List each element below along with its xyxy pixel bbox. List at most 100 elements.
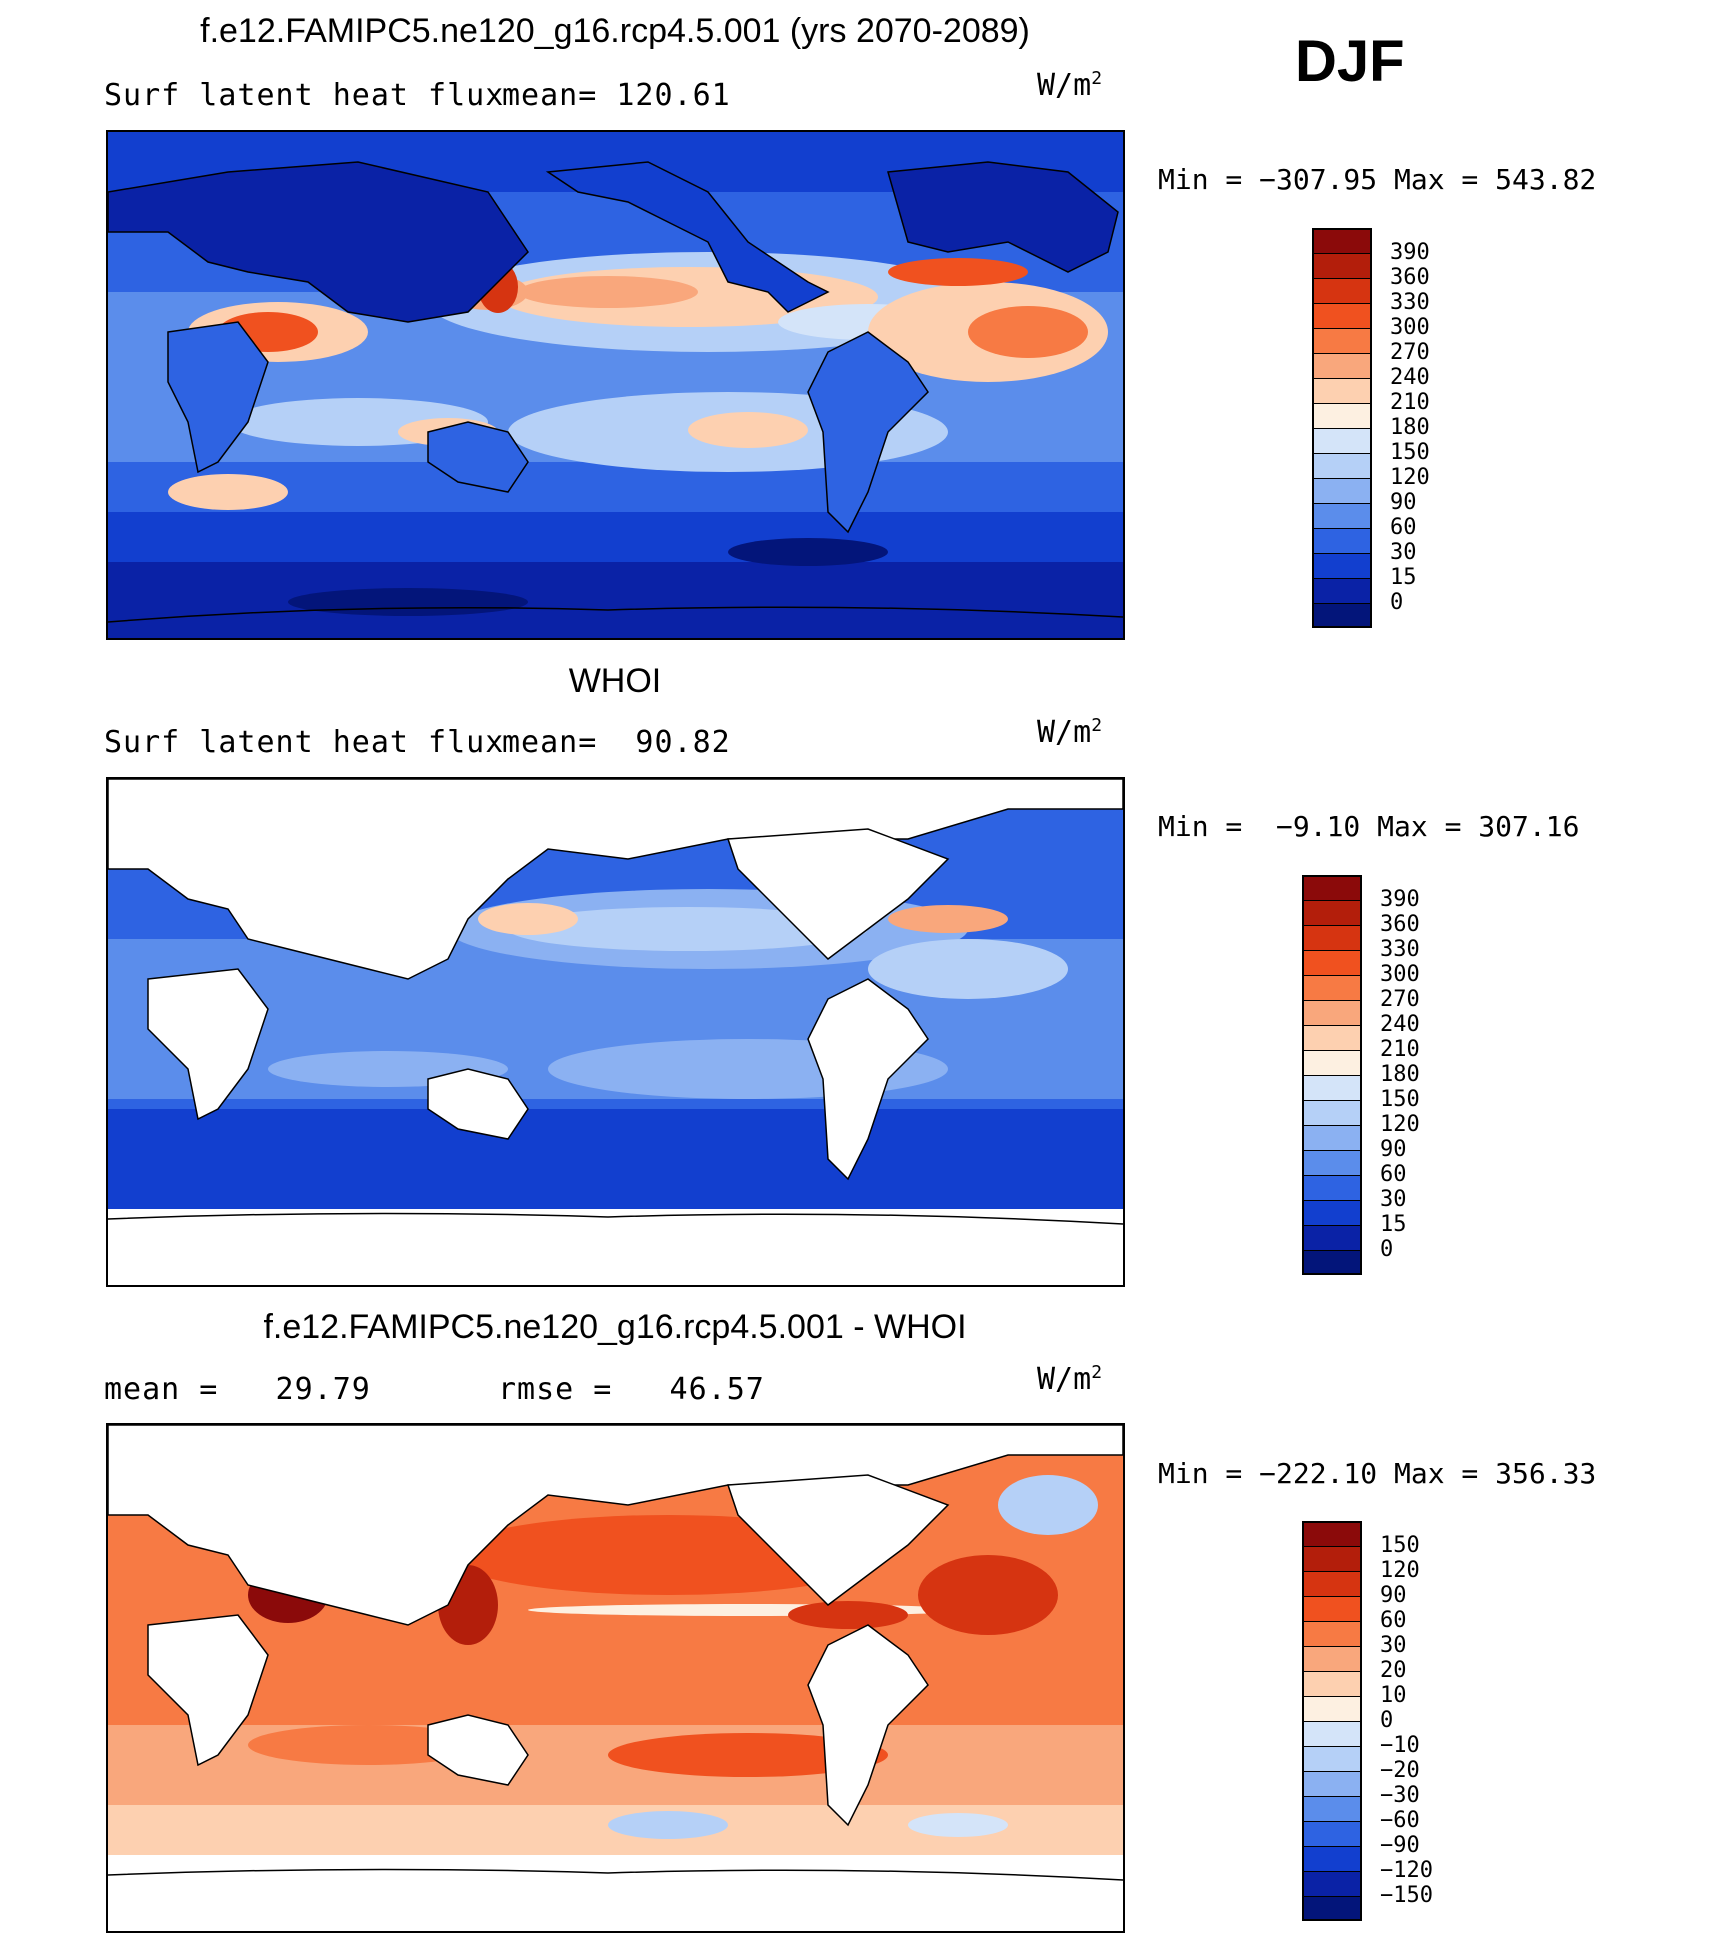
colorbar-swatch — [1302, 1671, 1362, 1696]
colorbar-swatch — [1302, 1721, 1362, 1746]
colorbar-swatch — [1302, 1546, 1362, 1571]
colorbar-tick-label: 180 — [1380, 1062, 1420, 1087]
panel-1-units: W/m2 — [1037, 68, 1103, 103]
colorbar-swatch — [1302, 1521, 1362, 1546]
colorbar-swatch — [1312, 578, 1372, 603]
colorbar-tick-label: 270 — [1390, 340, 1430, 365]
panel-3-minmax: Min = −222.10 Max = 356.33 — [1158, 1457, 1597, 1490]
panel-1-colorbar: 390 360 330 300 270 240 210 180 150 120 90 60 30 15 0 — [1312, 228, 1430, 628]
colorbar-swatch — [1302, 1050, 1362, 1075]
panel-1-variable: Surf latent heat flux — [104, 78, 505, 113]
colorbar-tick-label: 210 — [1380, 1037, 1420, 1062]
colorbar-swatch — [1302, 1596, 1362, 1621]
colorbar-swatch — [1302, 1075, 1362, 1100]
colorbar-tick-label: 90 — [1380, 1137, 1407, 1162]
colorbar-tick-label: 120 — [1380, 1112, 1420, 1137]
colorbar-tick-label: 90 — [1380, 1583, 1407, 1608]
panel-3-map — [106, 1423, 1125, 1933]
colorbar-swatch — [1312, 328, 1372, 353]
colorbar-swatch — [1312, 403, 1372, 428]
panel-1-map — [106, 130, 1125, 640]
colorbar-tick-label: −120 — [1380, 1858, 1433, 1883]
panel-2-map — [106, 777, 1125, 1287]
colorbar-tick-label: 120 — [1380, 1558, 1420, 1583]
colorbar-tick-label: 300 — [1380, 962, 1420, 987]
colorbar-swatch — [1312, 378, 1372, 403]
colorbar-swatch — [1302, 925, 1362, 950]
panel-2-minmax: Min = −9.10 Max = 307.16 — [1158, 810, 1580, 843]
colorbar-swatch — [1302, 1771, 1362, 1796]
colorbar-swatch — [1312, 478, 1372, 503]
panel-2-variable: Surf latent heat flux — [104, 725, 505, 760]
colorbar-tick-label: 120 — [1390, 465, 1430, 490]
colorbar-tick-label: 240 — [1390, 365, 1430, 390]
colorbar-tick-label: 210 — [1390, 390, 1430, 415]
colorbar-swatch — [1302, 1896, 1362, 1921]
colorbar-tick-label: −90 — [1380, 1833, 1420, 1858]
colorbar-swatch — [1312, 503, 1372, 528]
colorbar-tick-label: 150 — [1380, 1533, 1420, 1558]
colorbar-tick-label: −30 — [1380, 1783, 1420, 1808]
colorbar-tick-label: −20 — [1380, 1758, 1420, 1783]
colorbar-tick-label: 15 — [1380, 1212, 1407, 1237]
colorbar-swatch — [1302, 1200, 1362, 1225]
colorbar-swatch — [1302, 1250, 1362, 1275]
colorbar-swatch — [1312, 278, 1372, 303]
colorbar-tick-label: 300 — [1390, 315, 1430, 340]
colorbar-swatch — [1302, 1621, 1362, 1646]
colorbar-tick-label: 0 — [1380, 1237, 1394, 1262]
colorbar-swatch — [1302, 1150, 1362, 1175]
colorbar-tick-label: 0 — [1390, 590, 1404, 615]
season-label: DJF — [1295, 29, 1405, 94]
colorbar-swatch — [1302, 1871, 1362, 1896]
colorbar-frame — [1302, 1521, 1362, 1921]
colorbar-swatch — [1312, 553, 1372, 578]
colorbar-tick-label: 60 — [1380, 1608, 1407, 1633]
colorbar-tick-label: 90 — [1390, 490, 1417, 515]
colorbar-tick-label: 270 — [1380, 987, 1420, 1012]
colorbar-tick-label: 180 — [1390, 415, 1430, 440]
colorbar-tick-label: 390 — [1390, 240, 1430, 265]
colorbar-swatch — [1312, 303, 1372, 328]
colorbar-tick-label: 10 — [1380, 1683, 1407, 1708]
panel-2-units: W/m2 — [1037, 715, 1103, 750]
panel-2-colorbar: 390 360 330 300 270 240 210 180 150 120 90 60 30 15 0 — [1302, 875, 1420, 1275]
panel-2-mean: mean= 90.82 — [502, 725, 731, 760]
colorbar-tick-label: 150 — [1390, 440, 1430, 465]
colorbar-tick-label: −60 — [1380, 1808, 1420, 1833]
colorbar-frame — [1312, 228, 1372, 628]
colorbar-tick-label: 30 — [1380, 1633, 1407, 1658]
colorbar-tick-label: 240 — [1380, 1012, 1420, 1037]
colorbar-tick-label: 330 — [1380, 937, 1420, 962]
panel-3-colorbar: 150 120 90 60 30 20 10 0 −10 −20 −30 −60 −90 −120 −150 — [1302, 1521, 1433, 1921]
colorbar-swatch — [1302, 1696, 1362, 1721]
colorbar-swatch — [1302, 975, 1362, 1000]
panel-3-mean: mean = 29.79 — [104, 1372, 371, 1407]
colorbar-tick-label: −150 — [1380, 1883, 1433, 1908]
colorbar-tick-label: 30 — [1380, 1187, 1407, 1212]
colorbar-tick-label: 390 — [1380, 887, 1420, 912]
colorbar-swatch — [1302, 1225, 1362, 1250]
colorbar-swatch — [1302, 900, 1362, 925]
panel-3-units: W/m2 — [1037, 1362, 1103, 1397]
colorbar-swatch — [1312, 428, 1372, 453]
colorbar-frame — [1302, 875, 1362, 1275]
colorbar-tick-label: 20 — [1380, 1658, 1407, 1683]
colorbar-swatch — [1302, 1821, 1362, 1846]
colorbar-swatch — [1312, 603, 1372, 628]
colorbar-swatch — [1312, 253, 1372, 278]
colorbar-swatch — [1302, 1000, 1362, 1025]
panel-2-title: WHOI — [568, 662, 662, 700]
colorbar-swatch — [1302, 1571, 1362, 1596]
colorbar-swatch — [1312, 353, 1372, 378]
panel-3-rmse: rmse = 46.57 — [498, 1372, 765, 1407]
colorbar-tick-label: 15 — [1390, 565, 1417, 590]
panel-1-title: f.e12.FAMIPC5.ne120_g16.rcp4.5.001 (yrs … — [200, 12, 1030, 50]
colorbar-tick-label: 150 — [1380, 1087, 1420, 1112]
colorbar-swatch — [1302, 1100, 1362, 1125]
colorbar-swatch — [1312, 528, 1372, 553]
colorbar-tick-label: 330 — [1390, 290, 1430, 315]
colorbar-swatch — [1302, 1846, 1362, 1871]
colorbar-swatch — [1302, 1175, 1362, 1200]
colorbar-tick-label: 0 — [1380, 1708, 1394, 1733]
